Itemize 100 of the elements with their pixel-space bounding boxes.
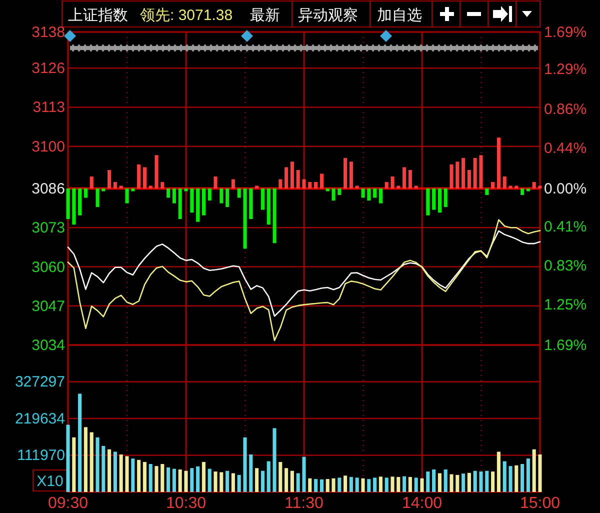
bar <box>473 158 477 188</box>
bar <box>373 188 377 198</box>
bar <box>102 446 106 492</box>
bar <box>456 162 460 188</box>
bar <box>208 468 212 492</box>
bar <box>444 188 448 208</box>
bar <box>538 454 542 492</box>
text: 领先: 3071.38 <box>140 7 233 24</box>
bar <box>243 188 247 249</box>
y-tick-label: 3047 <box>32 298 65 315</box>
bar <box>408 476 412 492</box>
bar <box>154 155 158 188</box>
bar <box>396 186 400 188</box>
bar <box>266 188 270 225</box>
bar <box>90 176 94 188</box>
bar <box>520 464 524 492</box>
bar <box>344 158 348 188</box>
bar <box>214 472 218 492</box>
bar <box>496 452 500 492</box>
bar <box>426 472 430 492</box>
bar <box>208 188 212 201</box>
bar <box>266 461 270 492</box>
bar <box>456 474 460 492</box>
bar <box>137 164 141 188</box>
bar <box>502 176 506 188</box>
y-tick-label: 3126 <box>32 60 65 78</box>
y2-tick-label: 0.86% <box>544 100 587 118</box>
bar <box>367 188 371 201</box>
bar <box>102 188 106 192</box>
bar <box>396 476 400 492</box>
bar <box>78 394 82 492</box>
bar <box>338 478 342 492</box>
bar <box>178 188 182 220</box>
bar <box>202 188 206 216</box>
bar <box>361 188 365 198</box>
bar <box>260 470 264 492</box>
y2-tick-label: 0.41% <box>544 218 587 236</box>
bar <box>278 462 282 492</box>
bar <box>485 188 489 195</box>
bar <box>479 472 483 492</box>
bar <box>326 188 330 192</box>
bar <box>408 170 412 188</box>
bar <box>308 182 312 188</box>
y-tick-label: 3113 <box>32 99 65 116</box>
bar <box>378 188 382 204</box>
y-tick-label: 3034 <box>32 337 65 354</box>
y2-tick-label: 1.29% <box>544 61 587 78</box>
bar <box>226 188 230 208</box>
bar <box>237 188 241 198</box>
bar <box>272 428 276 492</box>
bar <box>373 478 377 492</box>
bar <box>78 188 82 216</box>
bar <box>119 186 123 188</box>
bar <box>290 162 294 188</box>
y-tick-label: 3138 <box>32 24 65 41</box>
bar <box>108 449 112 492</box>
bar <box>491 472 495 492</box>
bar <box>344 476 348 492</box>
bar <box>491 182 495 188</box>
bar <box>502 461 506 492</box>
y2-tick-label: 0.00% <box>544 180 587 198</box>
bar <box>432 469 436 492</box>
bar <box>355 186 359 188</box>
y2-tick-label: 1.69% <box>544 24 587 41</box>
bar <box>462 474 466 492</box>
bar <box>314 182 318 188</box>
bar <box>137 460 141 492</box>
bar <box>184 188 188 192</box>
bar <box>384 182 388 188</box>
bar <box>172 188 176 204</box>
bar <box>526 188 530 192</box>
bar <box>414 186 418 188</box>
bar <box>142 462 146 492</box>
y-tick-label: 327297 <box>14 374 65 391</box>
bar <box>473 470 477 492</box>
x-tick-label: 15:00 <box>520 495 560 512</box>
bar <box>184 470 188 492</box>
bar <box>332 478 336 492</box>
bar <box>390 176 394 188</box>
y-tick-label: 3100 <box>32 138 65 156</box>
bar <box>284 468 288 492</box>
bar <box>108 170 112 188</box>
bar <box>249 188 253 220</box>
bar <box>314 479 318 492</box>
bar <box>66 424 70 492</box>
bar <box>190 188 194 213</box>
bar <box>255 186 259 188</box>
bar <box>532 182 536 188</box>
line-series <box>67 230 541 317</box>
bar <box>384 478 388 492</box>
bar <box>278 179 282 188</box>
bar <box>450 164 454 188</box>
bar <box>231 179 235 188</box>
bar <box>390 476 394 492</box>
bar <box>166 188 170 198</box>
bar <box>190 468 194 492</box>
bar <box>450 474 454 492</box>
bar <box>243 437 247 492</box>
y2-tick-label: 1.25% <box>544 296 587 314</box>
bar <box>467 472 471 492</box>
